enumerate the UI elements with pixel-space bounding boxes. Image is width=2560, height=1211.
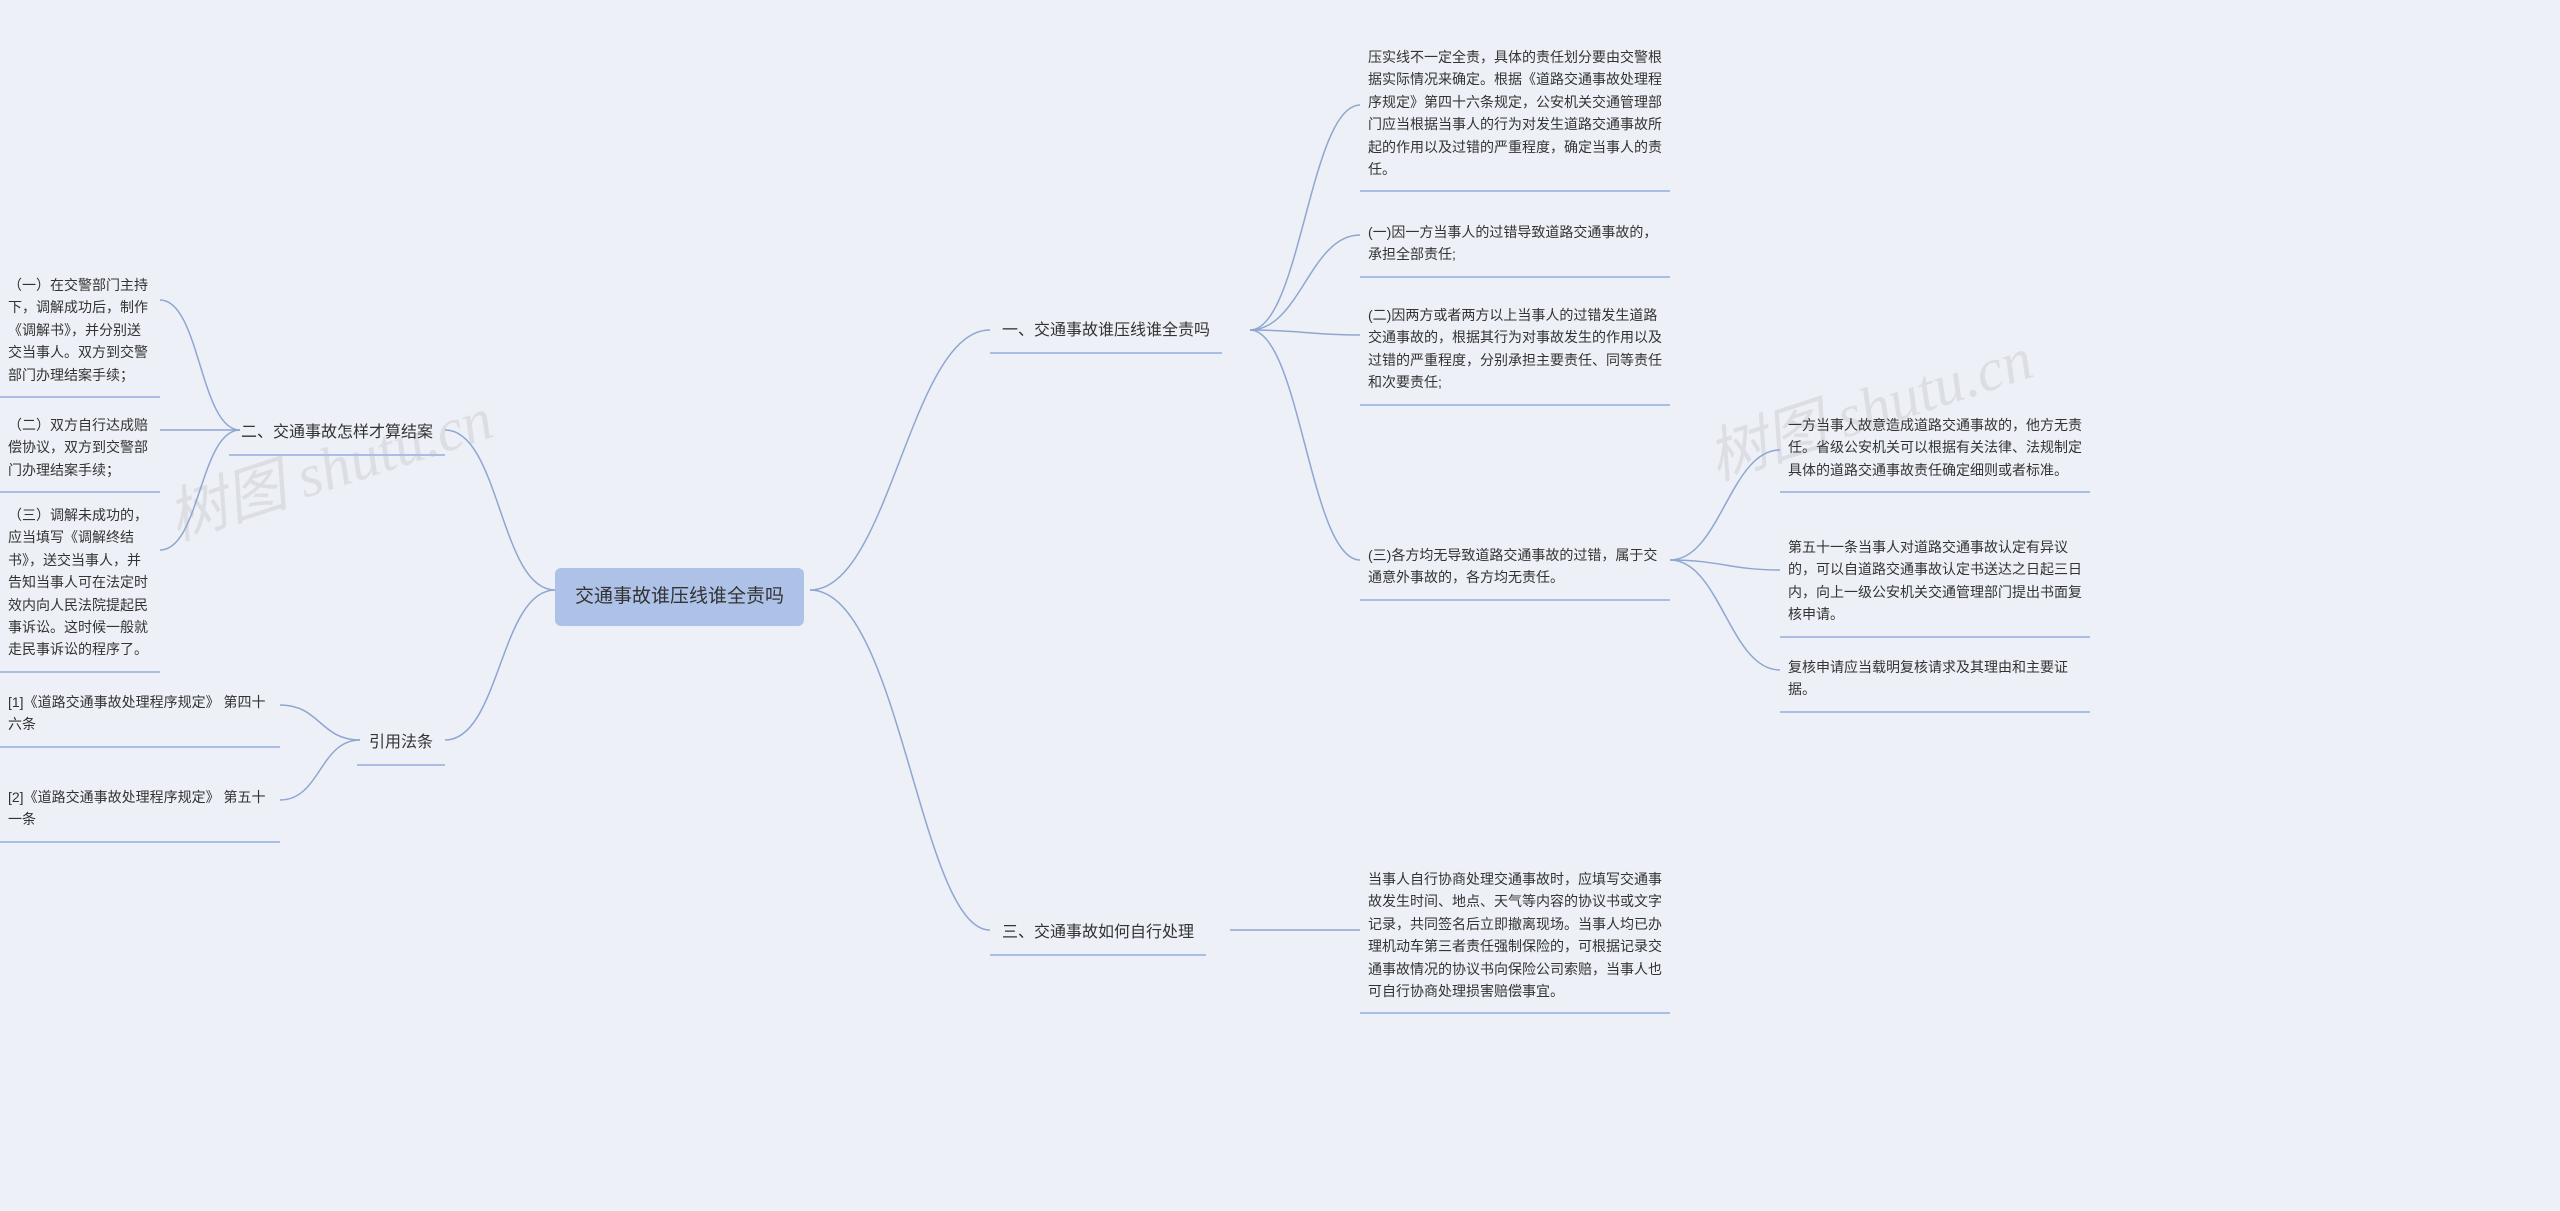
section3-p1: 当事人自行协商处理交通事故时，应填写交通事故发生时间、地点、天气等内容的协议书或… bbox=[1360, 862, 1670, 1014]
section1-p4-s2: 第五十一条当事人对道路交通事故认定有异议的，可以自道路交通事故认定书送达之日起三… bbox=[1780, 530, 2090, 638]
section2-title: 二、交通事故怎样才算结案 bbox=[229, 412, 445, 456]
center-node: 交通事故谁压线谁全责吗 bbox=[555, 568, 804, 626]
laws-l2: [2]《道路交通事故处理程序规定》 第五十一条 bbox=[0, 780, 280, 843]
section2-p3: （三）调解未成功的，应当填写《调解终结书》，送交当事人，并告知当事人可在法定时效… bbox=[0, 498, 160, 673]
section1-p4-s3: 复核申请应当载明复核请求及其理由和主要证据。 bbox=[1780, 650, 2090, 713]
section1-p3: (二)因两方或者两方以上当事人的过错发生道路交通事故的，根据其行为对事故发生的作… bbox=[1360, 298, 1670, 406]
laws-l1: [1]《道路交通事故处理程序规定》 第四十六条 bbox=[0, 685, 280, 748]
section2-p1: （一）在交警部门主持下，调解成功后，制作《调解书》，并分别送交当事人。双方到交警… bbox=[0, 268, 160, 398]
section3-title: 三、交通事故如何自行处理 bbox=[990, 912, 1206, 956]
laws-title: 引用法条 bbox=[357, 722, 445, 766]
section1-title: 一、交通事故谁压线谁全责吗 bbox=[990, 310, 1222, 354]
section2-p2: （二）双方自行达成赔偿协议，双方到交警部门办理结案手续； bbox=[0, 408, 160, 493]
watermark-1: 树图 shutu.cn bbox=[155, 370, 502, 557]
section1-p2: (一)因一方当事人的过错导致道路交通事故的，承担全部责任; bbox=[1360, 215, 1670, 278]
section1-p4-s1: 一方当事人故意造成道路交通事故的，他方无责任。省级公安机关可以根据有关法律、法规… bbox=[1780, 408, 2090, 493]
section1-p4-title: (三)各方均无导致道路交通事故的过错，属于交通意外事故的，各方均无责任。 bbox=[1360, 538, 1670, 601]
connectors bbox=[0, 0, 2560, 1211]
section1-p1: 压实线不一定全责，具体的责任划分要由交警根据实际情况来确定。根据《道路交通事故处… bbox=[1360, 40, 1670, 192]
